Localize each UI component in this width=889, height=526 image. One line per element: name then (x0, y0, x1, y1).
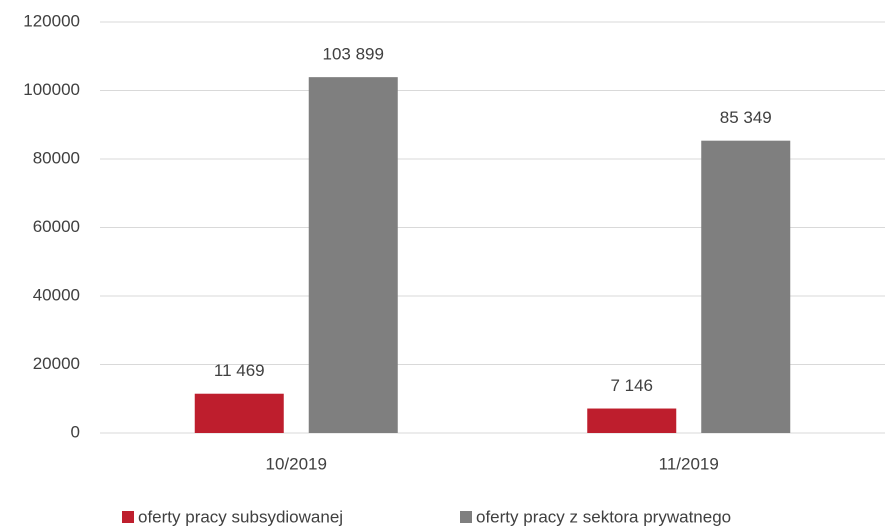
y-tick-label: 120000 (23, 11, 80, 30)
x-tick-label: 11/2019 (659, 454, 719, 473)
x-tick-label: 10/2019 (266, 454, 327, 473)
bar (194, 393, 284, 433)
value-label: 103 899 (323, 45, 384, 64)
y-tick-label: 80000 (33, 148, 80, 167)
value-label: 85 349 (720, 108, 772, 127)
y-tick-label: 40000 (33, 285, 80, 304)
y-tick-label: 0 (71, 422, 80, 441)
legend-label: oferty pracy z sektora prywatnego (476, 507, 731, 526)
bar (587, 408, 677, 433)
legend-swatch (460, 511, 472, 523)
legend-swatch (122, 511, 134, 523)
value-label: 11 469 (214, 361, 265, 380)
y-tick-label: 100000 (23, 80, 80, 99)
bar (308, 77, 398, 433)
y-tick-label: 60000 (33, 217, 80, 236)
value-label: 7 146 (610, 376, 653, 395)
bar (701, 140, 791, 433)
y-tick-label: 20000 (33, 354, 80, 373)
legend-label: oferty pracy subsydiowanej (138, 507, 343, 526)
